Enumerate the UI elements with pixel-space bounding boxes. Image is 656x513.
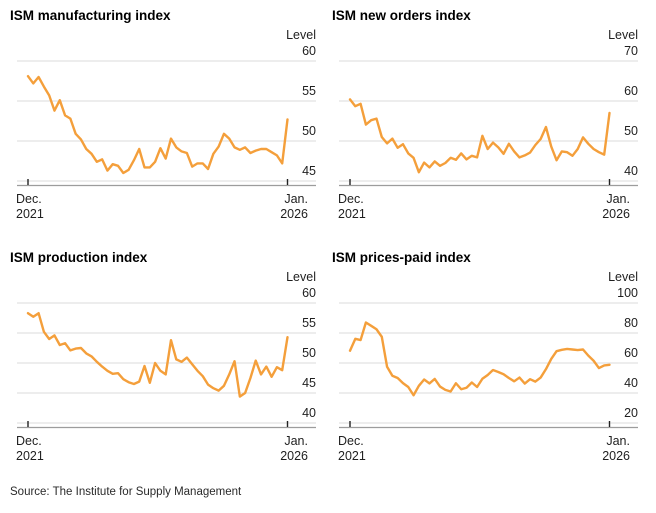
unit-label: Level: [608, 28, 638, 42]
series-line: [26, 75, 289, 175]
y-tick-label: 50: [302, 346, 316, 360]
y-tick-label: 60: [624, 84, 638, 98]
y-tick-label: 50: [624, 124, 638, 138]
x-start-label-month: Dec.: [16, 434, 42, 448]
y-tick-label: 60: [302, 286, 316, 300]
source-note: Source: The Institute for Supply Managem…: [10, 486, 242, 498]
x-start-label-year: 2021: [16, 207, 44, 221]
y-tick-label: 60: [302, 44, 316, 58]
chart-canvas-production: Level 60 55 50 45 40 Dec.2021 Jan.2026: [16, 270, 316, 463]
chart-panel-new-orders: ISM new orders index Level 70 60 50 40 Dec. 20…: [332, 8, 638, 222]
x-start-label-year: 2021: [16, 449, 44, 463]
y-tick-label: 55: [302, 84, 316, 98]
x-end-label-month: Jan.: [284, 434, 308, 448]
x-start-label-month: Dec.: [338, 192, 364, 206]
unit-label: Level: [608, 270, 638, 284]
series-line: [348, 98, 611, 174]
y-tick-label: 40: [302, 406, 316, 420]
chart-title-new-orders: ISM new orders index: [332, 8, 471, 23]
chart-panel-production: ISM production index Level 60 55 50 45 40 Dec.…: [10, 250, 316, 464]
x-end-label-month: Jan.: [606, 192, 630, 206]
unit-label: Level: [286, 28, 316, 42]
x-end-label-month: Jan.: [606, 434, 630, 448]
chart-canvas-prices-paid: Level 100 80 60 40 20 Dec.2021 Jan.2026: [338, 270, 638, 463]
chart-title-manufacturing: ISM manufacturing index: [10, 8, 171, 23]
x-start-label-month: Dec.: [338, 434, 364, 448]
y-tick-label: 55: [302, 316, 316, 330]
y-tick-label: 60: [624, 346, 638, 360]
chart-grid: ISM manufacturing index Level 60 55 50 45 Dec…: [10, 8, 656, 464]
y-tick-label: 45: [302, 164, 316, 178]
chart-title-prices-paid: ISM prices-paid index: [332, 250, 471, 265]
y-tick-label: 50: [302, 124, 316, 138]
chart-canvas-manufacturing: Level 60 55 50 45 Dec.2021 Jan.2026: [16, 28, 316, 221]
y-tick-label: 80: [624, 316, 638, 330]
y-tick-label: 40: [624, 164, 638, 178]
unit-label: Level: [286, 270, 316, 284]
x-end-label-month: Jan.: [284, 192, 308, 206]
series-line: [348, 321, 611, 397]
x-start-label-year: 2021: [338, 207, 366, 221]
x-end-label-year: 2026: [280, 207, 308, 221]
y-tick-label: 40: [624, 376, 638, 390]
x-end-label-year: 2026: [280, 449, 308, 463]
y-tick-label: 20: [624, 406, 638, 420]
x-end-label-year: 2026: [602, 207, 630, 221]
chart-canvas-new-orders: Level 70 60 50 40 Dec.2021 Jan.2026: [338, 28, 638, 221]
y-tick-label: 70: [624, 44, 638, 58]
series-line: [26, 312, 289, 398]
chart-panel-prices-paid: ISM prices-paid index Level 100 80 60 40 20 De…: [332, 250, 638, 464]
x-end-label-year: 2026: [602, 449, 630, 463]
y-tick-label: 45: [302, 376, 316, 390]
chart-panel-manufacturing: ISM manufacturing index Level 60 55 50 45 Dec…: [10, 8, 316, 222]
y-tick-label: 100: [617, 286, 638, 300]
x-start-label-month: Dec.: [16, 192, 42, 206]
x-start-label-year: 2021: [338, 449, 366, 463]
chart-title-production: ISM production index: [10, 250, 148, 265]
